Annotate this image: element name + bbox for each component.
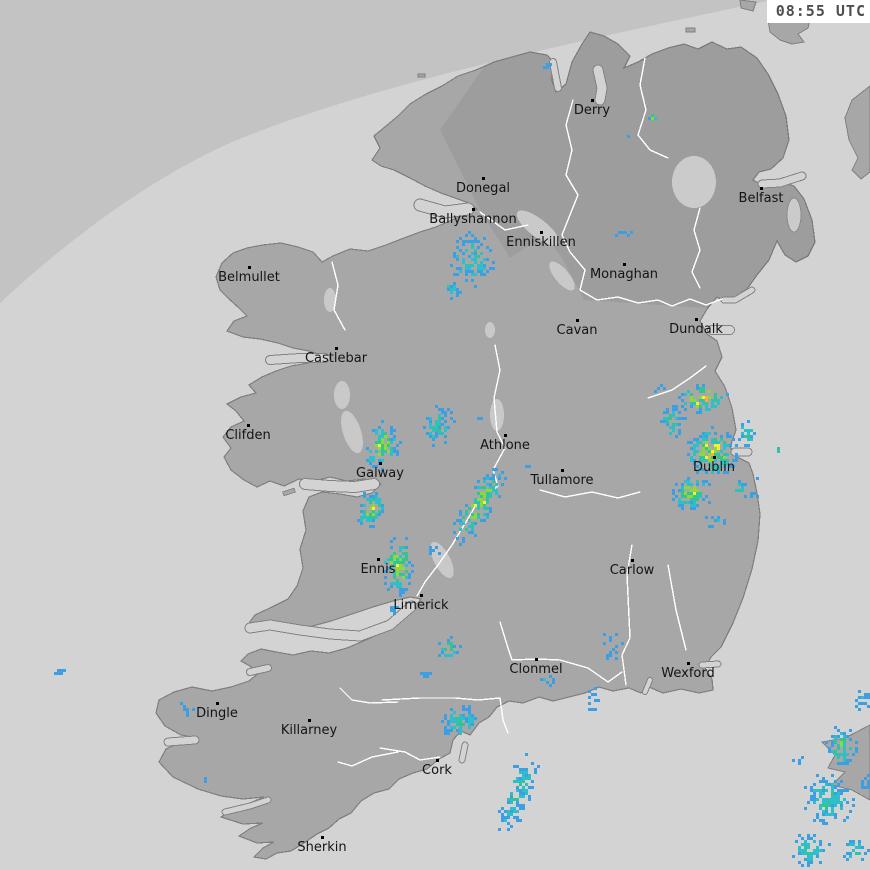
radar-cluster-tullamore-w	[525, 465, 531, 468]
radar-cluster-derry-e	[627, 135, 630, 138]
lough-ree	[490, 399, 504, 431]
radar-cluster-athlone-w	[423, 405, 456, 447]
radar-cluster-cork-ne	[441, 705, 477, 735]
timestamp-label: 08:55 UTC	[766, 0, 870, 23]
kintyre-land	[844, 85, 870, 180]
radar-cluster-dublin-s2	[705, 516, 726, 528]
inlet-channel	[300, 479, 379, 492]
upper-lough-erne	[549, 261, 575, 291]
radar-cluster-tipperary	[438, 636, 462, 657]
radar-cluster-irishsea-sp2	[750, 492, 759, 498]
radar-cluster-stgeorge-n	[825, 726, 858, 765]
radar-cluster-waterford	[588, 687, 600, 711]
islands	[282, 27, 696, 497]
radar-cluster-roscommon	[477, 417, 483, 420]
inlet-channel	[222, 797, 271, 815]
radar-cluster-irishsea-green	[777, 447, 780, 453]
radar-cluster-kerry-sea	[54, 669, 66, 675]
river-barrow	[621, 544, 633, 686]
rathlin-island	[685, 27, 696, 33]
inlet-channel	[643, 678, 652, 694]
radar-cluster-galway-s	[357, 492, 384, 528]
radar-cluster-fermanagh-s	[447, 282, 462, 300]
radar-cluster-dublin-core	[687, 426, 738, 474]
inlet-channel	[247, 665, 271, 675]
river-boyne	[647, 365, 707, 399]
no-coverage-region	[0, 0, 772, 303]
radar-cluster-limerick-s	[390, 606, 399, 615]
radar-cluster-dublin-nw	[654, 384, 666, 393]
inlet-channel	[164, 736, 199, 746]
lough-corrib	[341, 410, 363, 454]
lough-allen	[485, 322, 495, 338]
radar-cluster-dublin-se	[735, 480, 747, 498]
radar-cluster-galway-n	[366, 420, 402, 471]
radar-precipitation-layer	[54, 63, 870, 867]
inlet-channel	[593, 65, 607, 105]
strangford-lough	[786, 197, 802, 233]
radar-cluster-monaghan	[615, 231, 633, 237]
aran-islands	[282, 487, 296, 497]
inlet-channel	[459, 742, 468, 763]
radar-cluster-iveragh	[204, 777, 207, 783]
river-laune	[337, 751, 399, 767]
lower-lough-erne	[516, 210, 560, 246]
radar-cluster-right-edge	[864, 693, 870, 699]
inlet-channel	[245, 601, 417, 641]
river-moy	[331, 261, 346, 331]
radar-cluster-stgeorge	[804, 774, 855, 825]
lough-conn	[324, 288, 336, 312]
radar-cluster-clare	[429, 546, 441, 555]
inlet-channel	[414, 199, 474, 218]
inlet-channel	[266, 354, 329, 364]
river-lee	[379, 747, 441, 761]
radar-cluster-stgeorge-e2	[861, 774, 870, 789]
radar-cluster-se-specks	[603, 633, 624, 660]
sea-inlets	[163, 58, 807, 816]
river-brosna	[539, 489, 641, 499]
radar-cluster-dublin-s	[672, 477, 711, 510]
radar-cluster-nw-sea	[543, 63, 552, 69]
radar-cluster-dublin-e	[738, 420, 756, 447]
radar-cluster-dublin-n	[678, 384, 729, 414]
inlet-channel	[550, 59, 561, 91]
radar-cluster-fermanagh	[450, 231, 495, 288]
radar-cluster-stgeorge-s2	[843, 840, 870, 861]
river-bann	[637, 57, 669, 159]
radar-cluster-stgeorge-w	[792, 756, 804, 765]
tory-island	[417, 73, 426, 78]
river-suir	[499, 621, 623, 683]
radar-cluster-dingle	[180, 702, 195, 717]
ni-border-line	[561, 99, 723, 307]
radar-cluster-ennis	[384, 537, 414, 597]
radar-cluster-clonmel	[540, 675, 555, 687]
river-blackwater	[381, 697, 509, 734]
radar-cluster-tipperary-s	[420, 672, 432, 678]
radar-cluster-midlands	[453, 468, 507, 546]
radar-cluster-irishsea-sp1	[756, 477, 759, 480]
lough-mask	[334, 381, 350, 409]
river-maine	[339, 687, 399, 704]
radar-cluster-stgeorge-s	[792, 834, 831, 867]
river-erne	[479, 211, 529, 231]
inlet-channel	[699, 661, 721, 668]
river-slaney	[667, 564, 687, 651]
inlet-channel	[721, 287, 755, 303]
kintyre-tip-land	[739, 0, 757, 12]
inlet-channel	[758, 172, 806, 188]
lough-neagh	[672, 156, 716, 208]
radar-cluster-south-coast	[498, 753, 540, 831]
river-bann-south	[691, 207, 701, 289]
radar-cluster-derry	[648, 114, 657, 120]
radar-cluster-dublin-w	[660, 405, 687, 438]
